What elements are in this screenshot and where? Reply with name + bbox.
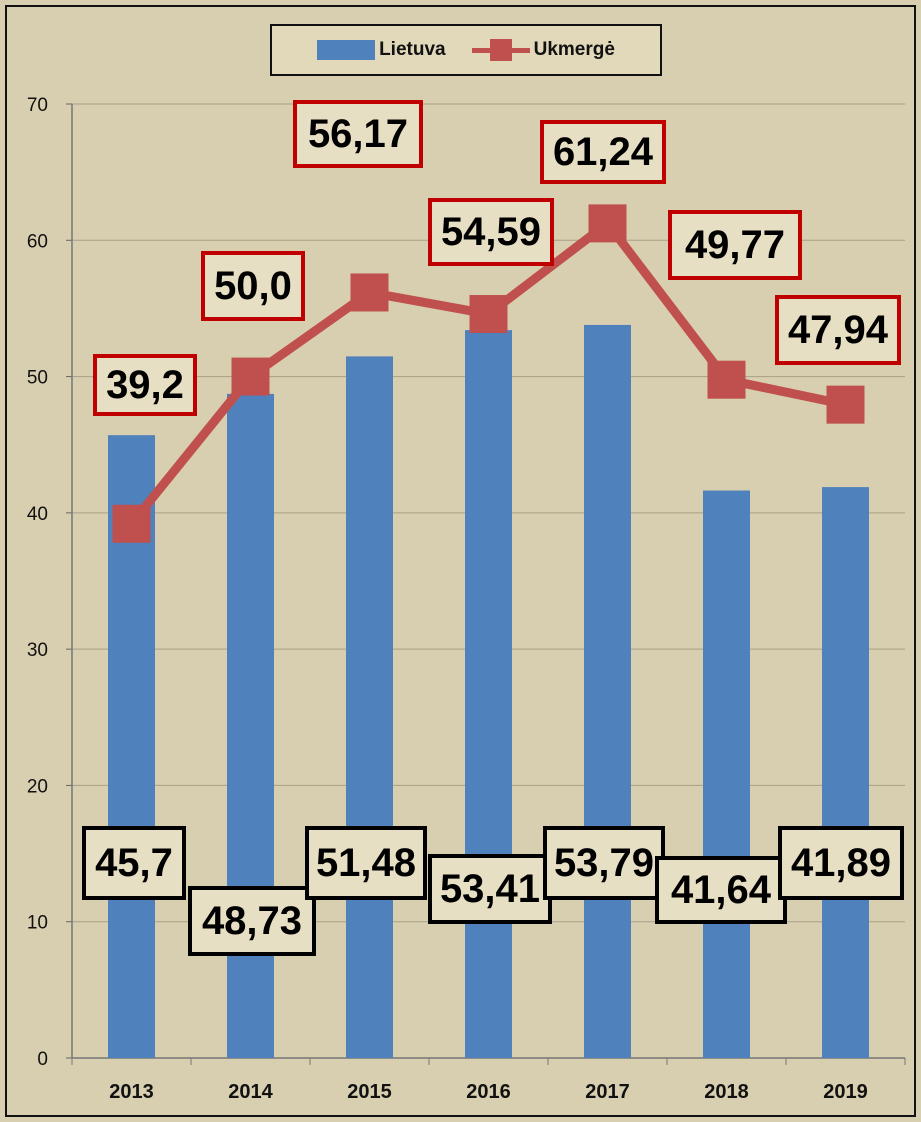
bar-lietuva-2017 (584, 324, 631, 1058)
bar-lietuva-2015 (346, 356, 393, 1059)
marker-ukmerge-2013 (112, 504, 151, 543)
data-label-ukmerge-2018: 49,77 (668, 210, 802, 280)
x-category-label: 2016 (466, 1081, 511, 1103)
y-tick-label: 30 (27, 640, 48, 661)
blue-bar-swatch-icon (317, 40, 376, 60)
bar-lietuva-2019 (822, 487, 869, 1059)
bar-lietuva-2018 (703, 490, 750, 1058)
legend-label-ukmerge: Ukmergė (533, 39, 615, 60)
red-line-marker-swatch-icon (471, 39, 530, 61)
data-label-lietuva-2013: 45,7 (82, 826, 186, 900)
bar-lietuva-2016 (465, 330, 512, 1058)
data-label-ukmerge-2015: 56,17 (293, 100, 423, 168)
x-category-label: 2019 (823, 1081, 868, 1103)
legend-item-ukmerge: Ukmergė (471, 39, 615, 61)
legend-item-lietuva: Lietuva (317, 39, 446, 61)
legend: Lietuva Ukmergė (270, 24, 662, 76)
x-category-label: 2013 (109, 1081, 154, 1103)
data-label-lietuva-2019: 41,89 (778, 826, 904, 900)
y-tick-label: 10 (27, 913, 48, 934)
bar-lietuva-2014 (227, 393, 274, 1058)
marker-ukmerge-2017 (588, 204, 627, 243)
y-tick-label: 70 (27, 95, 48, 116)
marker-ukmerge-2015 (350, 273, 389, 312)
x-category-label: 2017 (585, 1081, 630, 1103)
data-label-lietuva-2018: 41,64 (655, 856, 787, 924)
data-label-ukmerge-2014: 50,0 (201, 251, 305, 321)
marker-ukmerge-2018 (707, 360, 746, 399)
chart-frame (5, 5, 916, 1117)
x-category-label: 2014 (228, 1081, 273, 1103)
data-label-lietuva-2015: 51,48 (305, 826, 427, 900)
y-tick-label: 0 (37, 1049, 48, 1070)
data-label-lietuva-2014: 48,73 (188, 886, 316, 956)
data-label-ukmerge-2013: 39,2 (93, 354, 197, 416)
marker-ukmerge-2019 (826, 385, 865, 424)
data-label-lietuva-2016: 53,41 (428, 854, 552, 924)
y-tick-label: 60 (27, 231, 48, 252)
data-label-ukmerge-2017: 61,24 (540, 120, 666, 184)
marker-ukmerge-2016 (469, 295, 508, 334)
data-label-ukmerge-2019: 47,94 (775, 295, 901, 365)
data-label-lietuva-2017: 53,79 (543, 826, 665, 900)
y-tick-label: 20 (27, 776, 48, 797)
x-category-label: 2018 (704, 1081, 749, 1103)
marker-ukmerge-2014 (231, 357, 270, 396)
data-label-ukmerge-2016: 54,59 (428, 198, 554, 266)
y-tick-label: 50 (27, 368, 48, 389)
x-category-label: 2015 (347, 1081, 392, 1103)
legend-label-lietuva: Lietuva (379, 39, 446, 60)
y-tick-label: 40 (27, 504, 48, 525)
